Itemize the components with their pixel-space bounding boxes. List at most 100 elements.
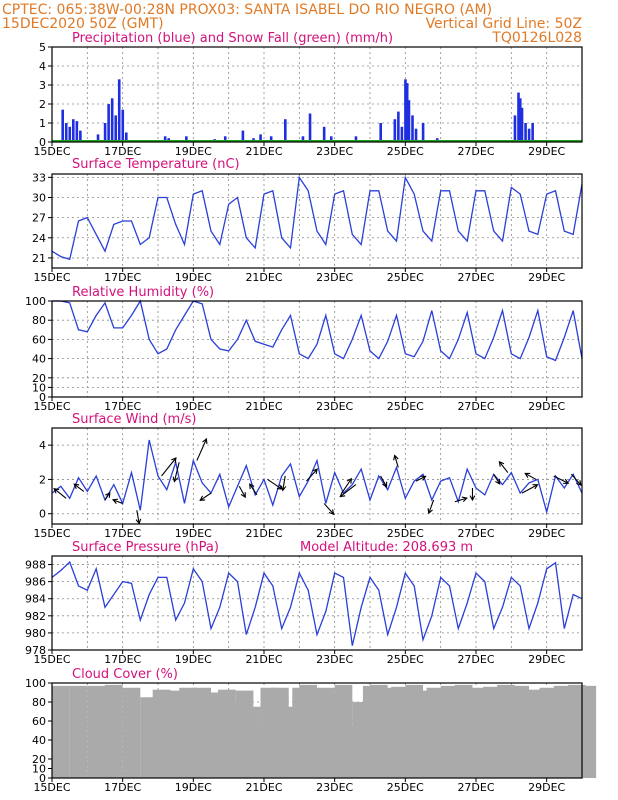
wind-vector (415, 475, 426, 482)
precipitation-bar (354, 136, 358, 142)
wind-arrowhead (495, 478, 501, 485)
x-tick-label: 23DEC (316, 271, 353, 284)
wind-arrowhead (199, 495, 206, 501)
x-tick-label: 23DEC (316, 653, 353, 666)
precipitation-bar (223, 136, 227, 142)
wind-arrowhead (524, 472, 531, 478)
y-tick-label: 4 (39, 439, 46, 452)
precipitation-bar (379, 123, 382, 142)
wind-title: Surface Wind (m/s) (72, 412, 196, 427)
wind-arrowhead (240, 492, 246, 499)
precipitation-bar (269, 136, 273, 142)
precipitation-bar (117, 79, 121, 142)
wind-arrowhead (312, 468, 318, 475)
cloud-cover-bar (52, 685, 70, 778)
precipitation-bar (322, 126, 326, 142)
precipitation-bar (110, 98, 114, 142)
cloud-cover-bar (511, 685, 529, 778)
precipitation-bar (103, 123, 107, 142)
x-tick-label: 19DEC (175, 271, 212, 284)
y-tick-label: 980 (25, 627, 46, 640)
y-tick-label: 0 (39, 136, 46, 149)
y-tick-label: 986 (25, 576, 46, 589)
x-tick-label: 17DEC (104, 145, 141, 158)
y-tick-label: 80 (32, 696, 46, 709)
x-tick-label: 15DEC (33, 271, 70, 284)
y-tick-label: 2 (39, 98, 46, 111)
precipitation-bar (414, 128, 418, 142)
x-tick-label: 25DEC (387, 527, 424, 540)
cloud-cover-bar (391, 686, 409, 778)
y-tick-label: 20 (32, 753, 46, 766)
y-tick-label: 978 (25, 644, 46, 657)
x-tick-label: 17DEC (104, 400, 141, 413)
wind-vector (380, 475, 388, 488)
x-tick-label: 29DEC (528, 145, 565, 158)
x-tick-label: 23DEC (316, 781, 353, 794)
y-tick-label: 100 (25, 677, 46, 690)
wind-arrowhead (420, 475, 427, 481)
x-tick-label: 27DEC (457, 271, 494, 284)
wind-arrowhead (393, 454, 399, 461)
header-grid-note: Vertical Grid Line: 50Z (426, 16, 582, 32)
x-tick-label: 19DEC (175, 653, 212, 666)
precipitation-bar (329, 136, 333, 142)
y-tick-label: 0 (39, 772, 46, 785)
wind-arrowhead (328, 509, 335, 516)
cloud-cover-title: Cloud Cover (%) (72, 667, 178, 682)
model-altitude-note: Model Altitude: 208.693 m (300, 540, 473, 555)
precipitation-bar (72, 119, 75, 142)
x-tick-label: 17DEC (104, 271, 141, 284)
x-tick-label: 21DEC (245, 145, 282, 158)
precipitation-bar (241, 130, 245, 142)
wind-vector (524, 472, 537, 480)
pressure-panel: Surface Pressure (hPa) Model Altitude: 2… (25, 540, 583, 666)
panel-frame (51, 682, 583, 779)
wind-vector (199, 492, 212, 501)
x-tick-label: 15DEC (33, 400, 70, 413)
precipitation-bar (520, 107, 524, 142)
wind-arrowhead (576, 480, 582, 486)
precipitation-bar (397, 111, 400, 142)
x-tick-label: 21DEC (245, 400, 282, 413)
x-tick-label: 19DEC (175, 145, 212, 158)
precipitation-bar (393, 119, 397, 142)
precipitation-bar (64, 123, 68, 142)
precipitation-bar (185, 136, 188, 142)
precipitation-bar (107, 104, 110, 142)
series-line (52, 299, 583, 362)
wind-vector (136, 510, 140, 524)
wind-vector (305, 468, 318, 482)
cloud-cover-bar (69, 685, 88, 778)
x-tick-label: 17DEC (104, 653, 141, 666)
x-tick-label: 27DEC (457, 400, 494, 413)
header-line1: CPTEC: 065:38W-00:28N PROX03: SANTA ISAB… (2, 2, 492, 18)
y-tick-label: 20 (32, 372, 46, 385)
wind-vector (493, 473, 501, 485)
temperature-title: Surface Temperature (nC) (72, 157, 240, 172)
panel-frame (51, 46, 583, 143)
wind-arrowhead (202, 437, 208, 444)
cloud-cover-bar (483, 686, 501, 778)
precipitation-bar (524, 123, 527, 142)
wind-arrowhead (105, 491, 111, 498)
wind-vector (73, 483, 85, 492)
wind-vector (104, 492, 111, 501)
cloud-cover-bar (87, 685, 105, 778)
x-tick-label: 29DEC (528, 400, 565, 413)
pressure-title: Surface Pressure (hPa) (72, 540, 219, 555)
x-tick-label: 15DEC (33, 145, 70, 158)
x-tick-label: 27DEC (457, 781, 494, 794)
precipitation-bar (61, 109, 64, 142)
cloud-cover-bar (497, 684, 515, 778)
wind-vector (498, 461, 509, 473)
panel-frame (51, 555, 583, 651)
x-tick-label: 15DEC (33, 653, 70, 666)
wind-vector (454, 497, 467, 503)
precipitation-bar (517, 92, 520, 142)
x-tick-label: 25DEC (387, 781, 424, 794)
y-tick-label: 60 (32, 333, 46, 346)
wind-panel: Surface Wind (m/s) 0 2 4 15DEC 17DEC 19DEC 21D… (33, 412, 583, 540)
cloud-cover-bar (454, 684, 473, 778)
